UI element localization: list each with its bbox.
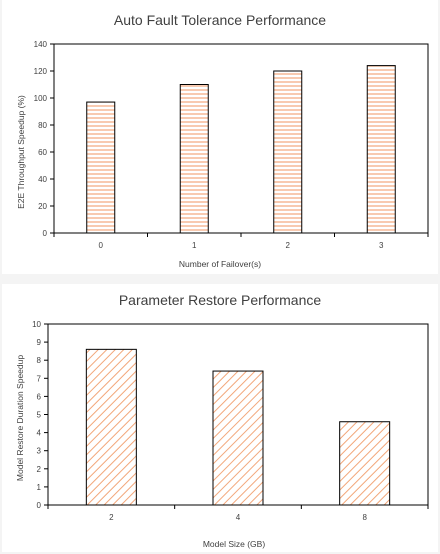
- y-tick-label: 1: [37, 483, 42, 492]
- bar-0: [86, 101, 116, 234]
- y-tick-label: 8: [37, 356, 42, 365]
- y-tick-label: 20: [38, 202, 47, 211]
- x-tick-label: 4: [236, 513, 241, 522]
- x-tick-label: 0: [99, 241, 104, 250]
- x-tick-label: 2: [286, 241, 291, 250]
- y-tick-label: 0: [43, 229, 48, 238]
- y-tick-label: 120: [34, 67, 48, 76]
- bar-2: [273, 70, 303, 234]
- y-tick-label: 60: [38, 148, 47, 157]
- y-axis-label: E2E Throughput Speedup (%): [16, 95, 26, 209]
- y-tick-label: 3: [37, 447, 42, 456]
- x-axis-label: Number of Failover(s): [179, 259, 261, 269]
- y-tick-label: 10: [32, 320, 41, 329]
- y-tick-label: 7: [37, 374, 42, 383]
- y-tick-label: 0: [37, 501, 42, 510]
- bar-8: [339, 421, 391, 506]
- y-tick-label: 5: [37, 411, 42, 420]
- chart-title: Parameter Restore Performance: [119, 292, 322, 308]
- y-tick-label: 2: [37, 465, 42, 474]
- y-tick-label: 9: [37, 338, 42, 347]
- x-tick-label: 1: [192, 241, 197, 250]
- chart-title: Auto Fault Tolerance Performance: [114, 12, 326, 28]
- x-tick-label: 2: [109, 513, 114, 522]
- x-tick-label: 3: [379, 241, 384, 250]
- y-tick-label: 80: [38, 121, 47, 130]
- chart-panel-parameter-restore: Parameter Restore Performance Model Size…: [2, 284, 438, 552]
- parameter-restore-chart: Parameter Restore Performance Model Size…: [15, 292, 429, 549]
- x-axis-label: Model Size (GB): [203, 539, 266, 549]
- y-tick-label: 100: [34, 94, 48, 103]
- y-tick-label: 140: [34, 40, 48, 49]
- bar-2: [85, 348, 137, 506]
- bar-4: [212, 370, 264, 506]
- x-tick-label: 8: [362, 513, 367, 522]
- y-axis-label: Model Restore Duration Speedup: [15, 355, 25, 481]
- bar-3: [366, 65, 396, 234]
- y-tick-label: 40: [38, 175, 47, 184]
- bar-1: [179, 84, 209, 234]
- y-tick-label: 4: [37, 429, 42, 438]
- fault-tolerance-chart: Auto Fault Tolerance Performance Number …: [16, 12, 429, 269]
- y-tick-label: 6: [37, 392, 42, 401]
- chart-panel-fault-tolerance: Auto Fault Tolerance Performance Number …: [2, 0, 438, 274]
